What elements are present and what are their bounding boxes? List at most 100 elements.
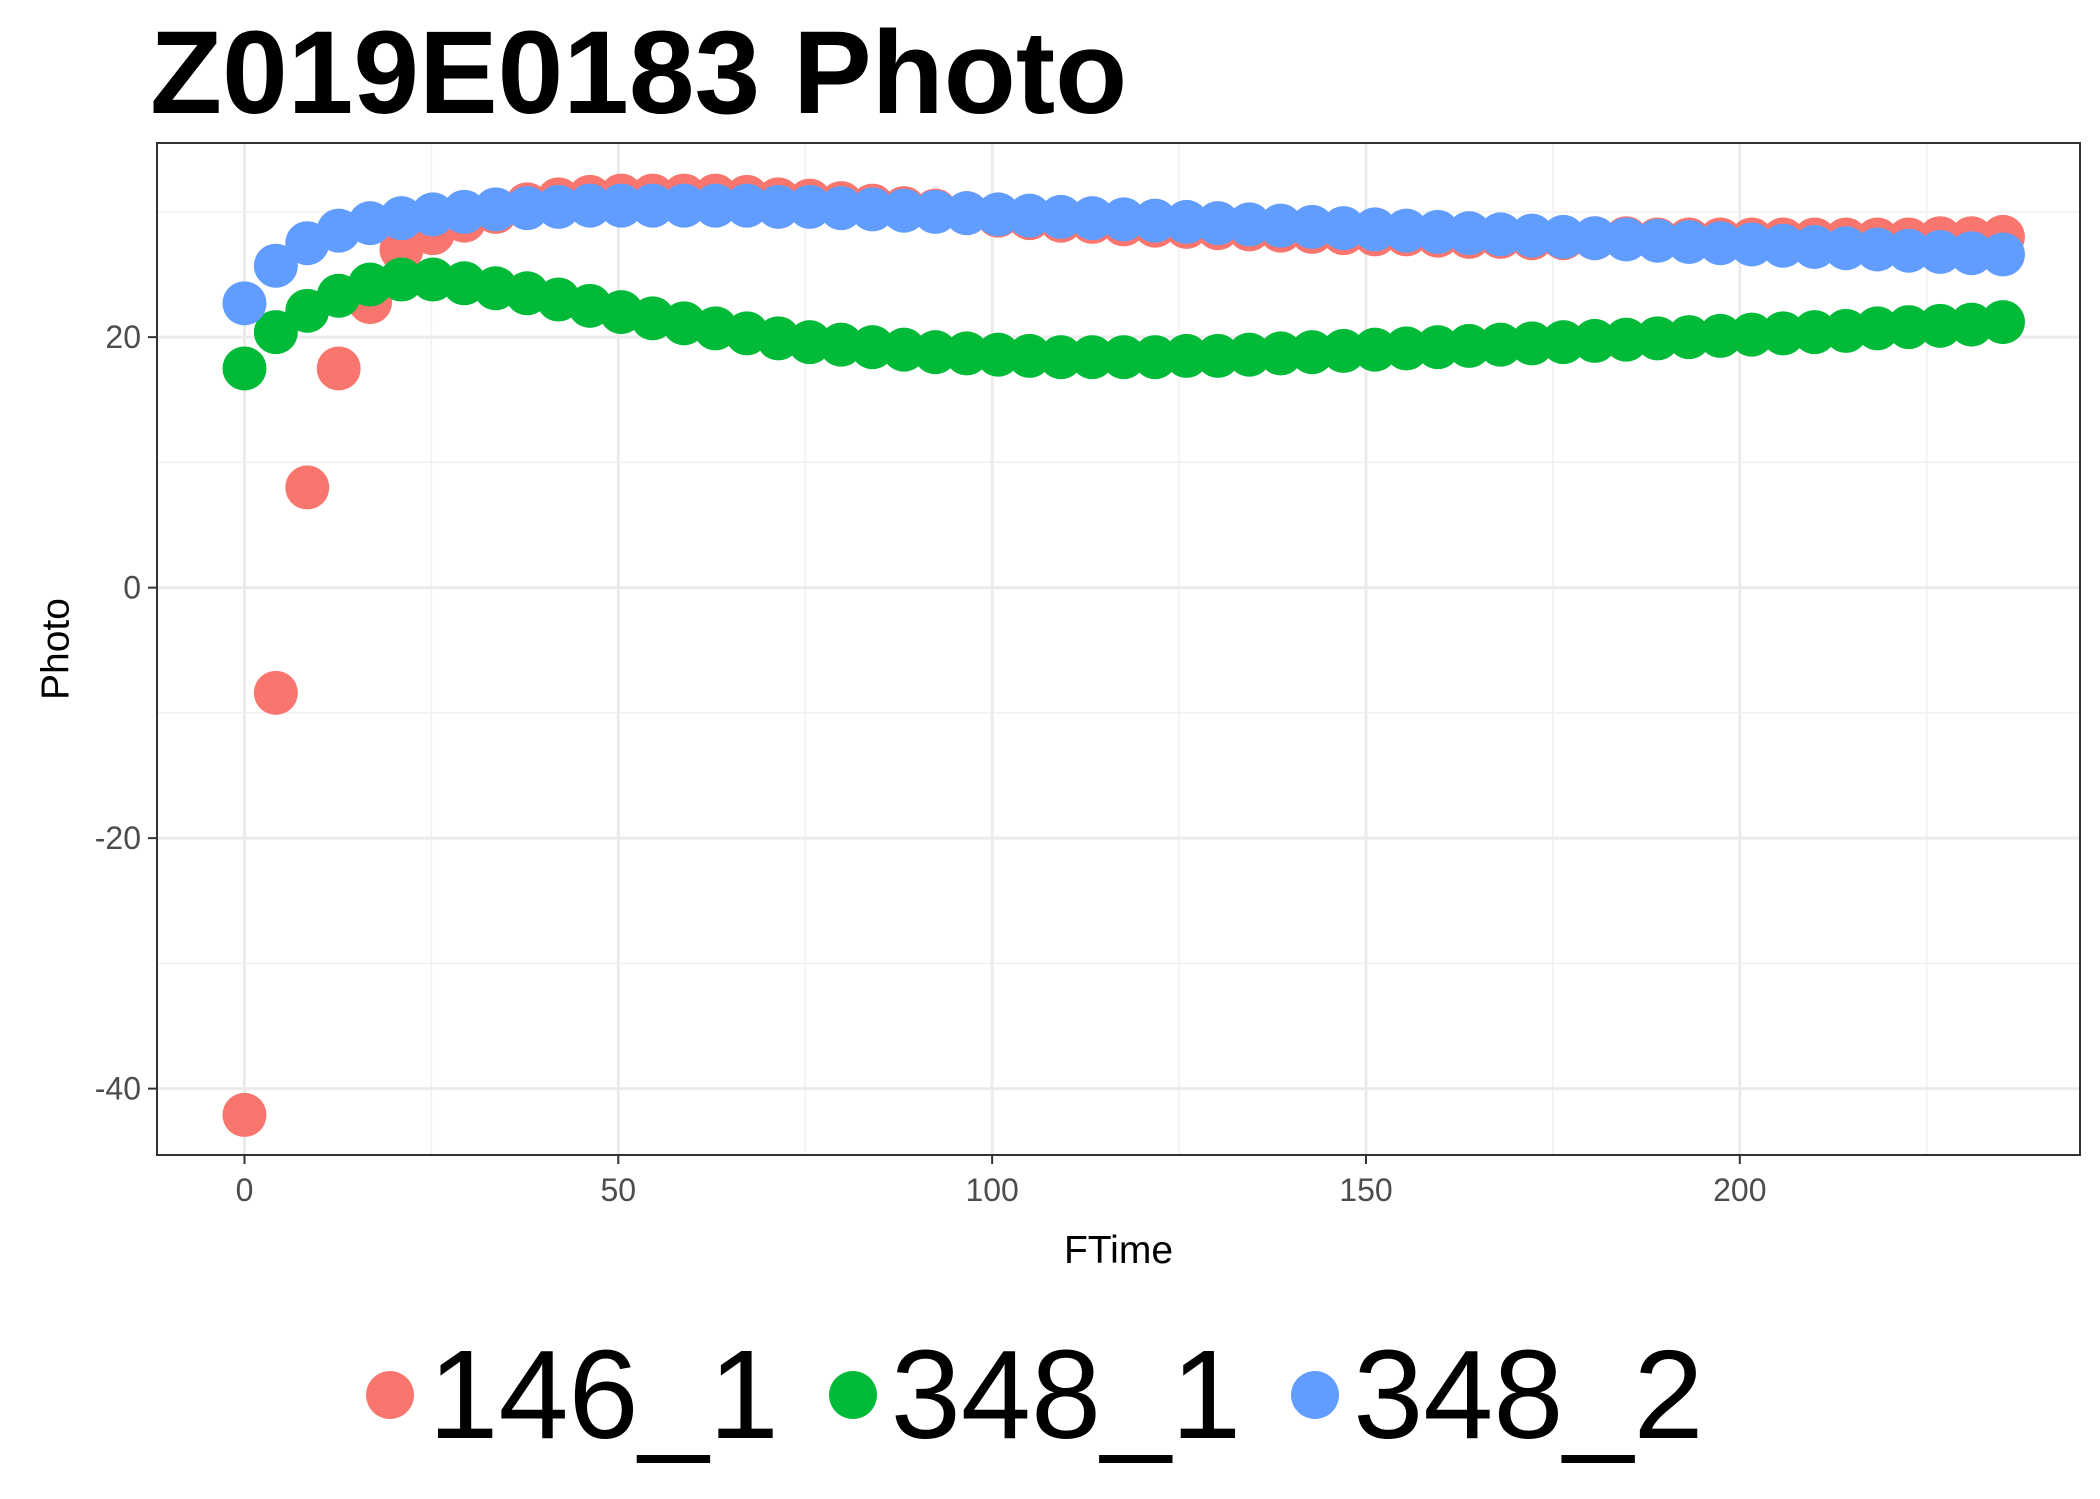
x-tick-label: 50 — [601, 1172, 637, 1208]
data-point — [222, 346, 267, 391]
data-point — [1321, 328, 1366, 373]
data-point — [787, 320, 832, 365]
data-point — [567, 183, 612, 228]
legend-label: 348_2 — [1353, 1324, 1704, 1465]
y-axis-title: Photo — [35, 598, 78, 700]
data-point — [253, 670, 298, 715]
axis-ticks: 0 50 100 150 200 -40 -20 0 20 — [95, 319, 1767, 1208]
data-point — [1070, 196, 1115, 241]
data-point — [1384, 326, 1429, 371]
data-point — [944, 331, 989, 376]
data-point — [1258, 203, 1303, 248]
data-point — [285, 465, 330, 510]
data-point — [410, 192, 455, 237]
data-point — [473, 187, 518, 232]
data-point — [724, 183, 769, 228]
data-point — [1321, 206, 1366, 251]
data-point — [1478, 212, 1523, 257]
data-point — [316, 346, 361, 391]
data-point — [1729, 312, 1774, 357]
data-point — [881, 327, 926, 372]
data-point — [253, 243, 298, 288]
data-point — [1918, 229, 1963, 274]
y-tick-label: -20 — [95, 820, 141, 856]
data-points — [222, 173, 2025, 1137]
data-point — [1823, 308, 1868, 353]
data-point — [1604, 217, 1649, 262]
legend-item: 146_1 — [366, 1332, 808, 1458]
data-point — [1729, 222, 1774, 267]
data-point — [1133, 335, 1178, 380]
data-point — [1666, 315, 1711, 360]
data-point — [756, 184, 801, 229]
data-point — [222, 1092, 267, 1137]
data-point — [976, 332, 1021, 377]
data-point — [1038, 335, 1083, 380]
data-point — [1258, 331, 1303, 376]
data-point — [1698, 313, 1743, 358]
data-point — [1761, 311, 1806, 356]
data-point — [881, 188, 926, 233]
panel-border — [156, 142, 2081, 1156]
data-point — [1541, 214, 1586, 259]
data-point — [1761, 223, 1806, 268]
data-point — [1635, 316, 1680, 361]
legend-item: 348_2 — [1291, 1332, 1733, 1458]
data-point — [1541, 320, 1586, 365]
data-point — [222, 281, 267, 326]
data-point — [819, 186, 864, 231]
legend-label: 348_1 — [890, 1324, 1242, 1465]
data-point — [630, 183, 675, 228]
data-point — [536, 184, 581, 229]
data-point — [787, 184, 832, 229]
y-tick-label: -40 — [95, 1071, 141, 1107]
data-point — [1038, 194, 1083, 239]
data-point — [1980, 232, 2025, 277]
x-tick-label: 0 — [236, 1172, 254, 1208]
data-point — [1918, 303, 1963, 348]
data-point — [662, 183, 707, 228]
data-point — [1886, 305, 1931, 350]
data-point — [1007, 193, 1052, 238]
data-point — [1290, 330, 1335, 375]
data-point — [1823, 226, 1868, 271]
data-point — [850, 325, 895, 370]
chart-title: Z019E0183 Photo — [150, 7, 1128, 139]
data-point — [693, 183, 738, 228]
legend-key-icon — [1291, 1371, 1340, 1419]
data-point — [976, 192, 1021, 237]
data-point — [253, 310, 298, 355]
data-point — [1572, 216, 1617, 261]
data-point — [1509, 321, 1554, 366]
data-point — [599, 183, 644, 228]
data-point — [1195, 333, 1240, 378]
data-point — [1698, 221, 1743, 266]
data-point — [1352, 327, 1397, 372]
data-point — [442, 189, 487, 234]
data-point — [1635, 218, 1680, 263]
data-point — [1792, 310, 1837, 355]
chart-plot: 0 50 100 150 200 -40 -20 0 20 FTime Photo — [35, 142, 2081, 1272]
data-point — [913, 189, 958, 234]
data-point — [1855, 227, 1900, 272]
x-axis-title: FTime — [1064, 1229, 1173, 1272]
y-tick-label: 0 — [123, 570, 141, 606]
data-point — [1070, 335, 1115, 380]
data-point — [1101, 197, 1146, 242]
data-point — [1133, 198, 1178, 243]
data-point — [1227, 202, 1272, 247]
data-point — [1415, 325, 1460, 370]
legend-item: 348_1 — [828, 1324, 1271, 1465]
data-point — [1949, 231, 1994, 276]
data-point — [1478, 322, 1523, 367]
x-tick-label: 100 — [965, 1172, 1018, 1208]
data-point — [1949, 302, 1994, 347]
data-point — [1572, 318, 1617, 363]
data-point — [1227, 332, 1272, 377]
data-point — [913, 330, 958, 375]
data-point — [1792, 224, 1837, 269]
data-point — [819, 322, 864, 367]
legend-label: 146_1 — [428, 1324, 779, 1465]
data-point — [944, 191, 989, 236]
data-point — [1164, 333, 1209, 378]
